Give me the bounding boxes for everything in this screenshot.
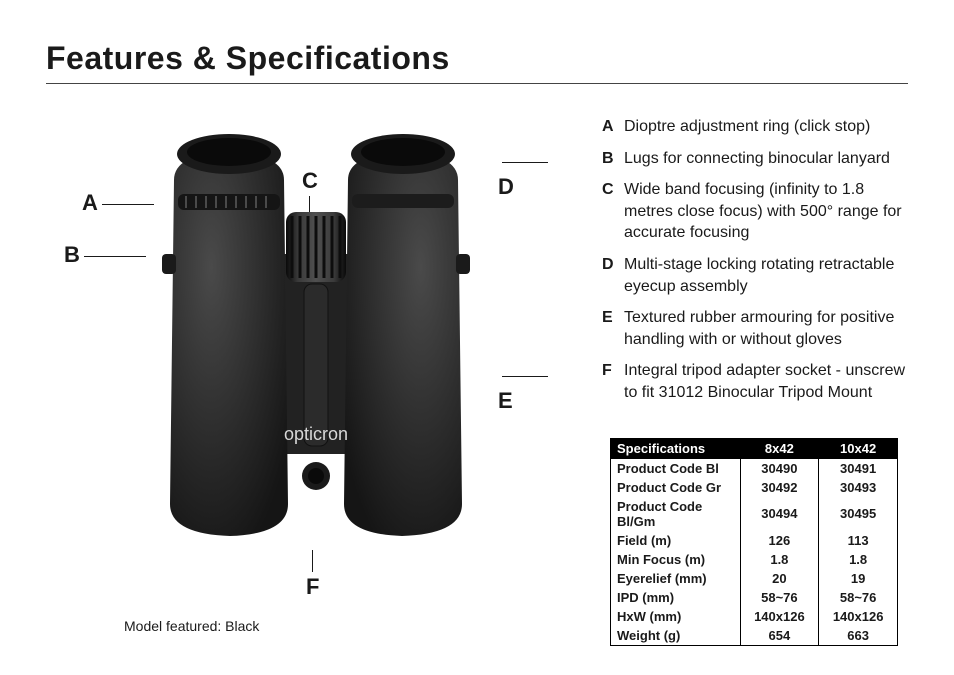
feature-desc: Multi-stage locking rotating retractable… bbox=[624, 254, 908, 297]
spec-row: Min Focus (m)1.81.8 bbox=[611, 550, 898, 569]
binocular-illustration: opticron bbox=[156, 124, 476, 544]
spec-cell: 140x126 bbox=[740, 607, 819, 626]
spec-cell: 58~76 bbox=[819, 588, 898, 607]
callout-line bbox=[502, 376, 548, 377]
callout-label-a: A bbox=[82, 190, 158, 216]
feature-letter: B bbox=[602, 148, 624, 170]
feature-desc: Textured rubber armouring for positive h… bbox=[624, 307, 908, 350]
spec-cell: 140x126 bbox=[819, 607, 898, 626]
spec-cell: Weight (g) bbox=[611, 626, 741, 646]
feature-desc: Integral tripod adapter socket - unscrew… bbox=[624, 360, 908, 403]
spec-cell: 663 bbox=[819, 626, 898, 646]
feature-desc: Lugs for connecting binocular lanyard bbox=[624, 148, 908, 170]
spec-row: Weight (g)654663 bbox=[611, 626, 898, 646]
spec-cell: 30495 bbox=[819, 497, 898, 531]
callout-letter: E bbox=[498, 388, 513, 413]
spec-cell: 30492 bbox=[740, 478, 819, 497]
spec-cell: 126 bbox=[740, 531, 819, 550]
feature-letter: F bbox=[602, 360, 624, 403]
spec-row: HxW (mm)140x126140x126 bbox=[611, 607, 898, 626]
callout-line bbox=[102, 204, 154, 205]
spec-cell: 30494 bbox=[740, 497, 819, 531]
spec-cell: HxW (mm) bbox=[611, 607, 741, 626]
model-caption: Model featured: Black bbox=[124, 618, 259, 634]
spec-cell: 1.8 bbox=[819, 550, 898, 569]
page-title: Features & Specifications bbox=[46, 40, 908, 84]
spec-header-cell: 10x42 bbox=[819, 438, 898, 458]
spec-row: IPD (mm)58~7658~76 bbox=[611, 588, 898, 607]
spec-row: Eyerelief (mm)2019 bbox=[611, 569, 898, 588]
callout-line bbox=[84, 256, 146, 257]
spec-row: Product Code Gr3049230493 bbox=[611, 478, 898, 497]
callout-letter: B bbox=[64, 242, 80, 267]
feature-item: DMulti-stage locking rotating retractabl… bbox=[602, 254, 908, 297]
feature-list: ADioptre adjustment ring (click stop)BLu… bbox=[602, 116, 908, 404]
spec-cell: 1.8 bbox=[740, 550, 819, 569]
spec-row: Product Code Bl3049030491 bbox=[611, 458, 898, 478]
text-panel: ADioptre adjustment ring (click stop)BLu… bbox=[602, 112, 908, 646]
spec-cell: 19 bbox=[819, 569, 898, 588]
callout-line bbox=[502, 162, 548, 163]
spec-cell: Eyerelief (mm) bbox=[611, 569, 741, 588]
feature-desc: Wide band focusing (infinity to 1.8 metr… bbox=[624, 179, 908, 244]
spec-cell: IPD (mm) bbox=[611, 588, 741, 607]
spec-row: Product Code Bl/Gm3049430495 bbox=[611, 497, 898, 531]
spec-cell: 30493 bbox=[819, 478, 898, 497]
spec-row: Field (m)126113 bbox=[611, 531, 898, 550]
spec-cell: Product Code Gr bbox=[611, 478, 741, 497]
spec-cell: 58~76 bbox=[740, 588, 819, 607]
spec-cell: 30491 bbox=[819, 458, 898, 478]
spec-cell: Field (m) bbox=[611, 531, 741, 550]
callout-letter: A bbox=[82, 190, 98, 215]
feature-item: CWide band focusing (infinity to 1.8 met… bbox=[602, 179, 908, 244]
callout-label-f: F bbox=[306, 550, 319, 600]
spec-header-cell: Specifications bbox=[611, 438, 741, 458]
feature-desc: Dioptre adjustment ring (click stop) bbox=[624, 116, 908, 138]
feature-item: FIntegral tripod adapter socket - unscre… bbox=[602, 360, 908, 403]
spec-header-row: Specifications 8x42 10x42 bbox=[611, 438, 898, 458]
callout-label-b: B bbox=[64, 242, 150, 268]
feature-item: BLugs for connecting binocular lanyard bbox=[602, 148, 908, 170]
feature-letter: E bbox=[602, 307, 624, 350]
spec-header-cell: 8x42 bbox=[740, 438, 819, 458]
callout-letter: F bbox=[306, 574, 319, 599]
callout-letter: D bbox=[498, 174, 514, 199]
spec-cell: 30490 bbox=[740, 458, 819, 478]
brand-logo: opticron bbox=[284, 424, 348, 444]
spec-cell: 654 bbox=[740, 626, 819, 646]
feature-item: ETextured rubber armouring for positive … bbox=[602, 307, 908, 350]
feature-item: ADioptre adjustment ring (click stop) bbox=[602, 116, 908, 138]
feature-letter: C bbox=[602, 179, 624, 244]
content-row: A B C D E F bbox=[46, 112, 908, 646]
callout-line bbox=[312, 550, 313, 572]
spec-cell: Product Code Bl bbox=[611, 458, 741, 478]
diagram-panel: A B C D E F bbox=[46, 112, 566, 642]
spec-cell: 113 bbox=[819, 531, 898, 550]
feature-letter: A bbox=[602, 116, 624, 138]
spec-cell: Min Focus (m) bbox=[611, 550, 741, 569]
callout-label-e: E bbox=[498, 362, 566, 414]
spec-table: Specifications 8x42 10x42 Product Code B… bbox=[610, 438, 898, 646]
feature-letter: D bbox=[602, 254, 624, 297]
spec-cell: Product Code Bl/Gm bbox=[611, 497, 741, 531]
spec-table-wrap: Specifications 8x42 10x42 Product Code B… bbox=[610, 438, 908, 646]
spec-cell: 20 bbox=[740, 569, 819, 588]
callout-label-d: D bbox=[498, 148, 566, 200]
